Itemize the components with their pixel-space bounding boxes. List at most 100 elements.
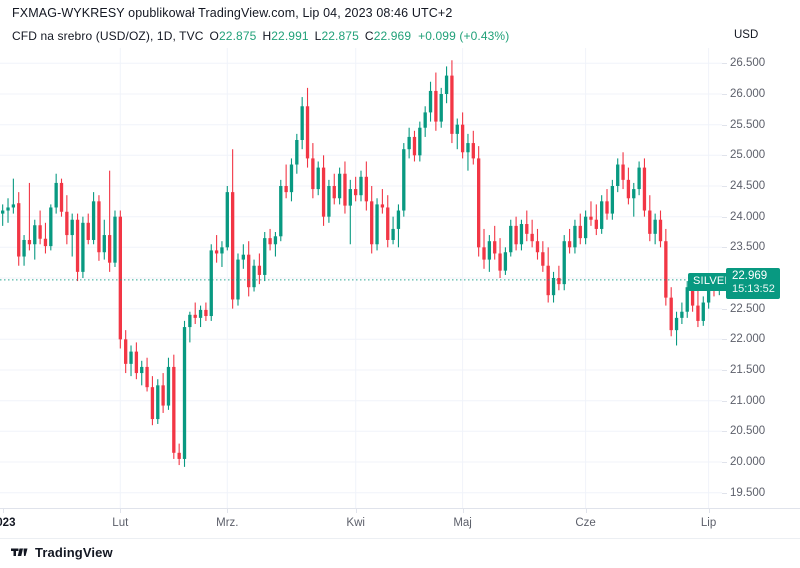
candle-body (594, 219, 598, 229)
candle (642, 158, 647, 217)
candle (396, 204, 401, 248)
candle-body (134, 351, 139, 374)
candle (273, 232, 278, 257)
candle (214, 235, 219, 263)
candle (434, 72, 438, 131)
legend-open-value: 22.875 (219, 29, 257, 43)
candle (589, 201, 593, 226)
tradingview-logo[interactable]: TradingView (11, 545, 113, 560)
price-axis-tick: 20.000 (730, 456, 766, 468)
candle (91, 192, 96, 245)
time-axis[interactable]: 2023 Lut Mrz. Kwi Maj Cze Lip (0, 508, 800, 538)
candle-body (225, 192, 229, 248)
candle (225, 186, 229, 251)
candle-body (407, 136, 411, 150)
candle-body (690, 287, 695, 306)
candle (305, 87, 310, 168)
time-axis-tick: Mrz. (216, 517, 239, 529)
candle-body (514, 225, 518, 245)
attribution-text: FXMAG-WYKRESY opublikował TradingView.co… (12, 6, 453, 20)
candle (65, 195, 69, 245)
current-price-badge: 22.969 15:13:52 (726, 267, 780, 299)
time-axis-tick: Cze (575, 517, 596, 529)
legend-close-value: 22.969 (373, 29, 412, 43)
time-axis-tick-mark (227, 508, 229, 513)
candle (680, 302, 684, 324)
candle-body (589, 216, 593, 220)
legend-symbol: CFD na srebro (USD/OZ), 1D, TVC (12, 29, 204, 43)
time-axis-tick-mark (462, 508, 464, 513)
candle (17, 192, 21, 266)
candle (525, 210, 529, 242)
price-axis-tick-mark (722, 400, 727, 402)
candle-body (674, 317, 679, 331)
time-axis-tick-mark (585, 508, 587, 513)
candle-body (487, 241, 492, 260)
candle-body (311, 158, 315, 190)
candle-body (343, 173, 347, 206)
candle (33, 219, 37, 260)
time-axis-tick-mark (708, 508, 710, 513)
chart-legend: CFD na srebro (USD/OZ), 1D, TVC O22.875 H2… (12, 29, 509, 43)
candle (658, 210, 663, 248)
candle-body (177, 452, 181, 459)
candle (696, 290, 700, 328)
candle-body (477, 158, 481, 248)
candle-body (412, 136, 417, 156)
candle-body (535, 241, 540, 253)
candle-body (439, 94, 443, 122)
candle-body (1, 210, 5, 214)
candle-body (605, 201, 609, 214)
candle (578, 213, 582, 245)
candle (316, 161, 320, 196)
candle-body (140, 366, 144, 374)
price-axis-tick: 22.000 (730, 333, 766, 346)
candle (370, 186, 374, 254)
candle-body (364, 176, 369, 202)
price-axis-tick: 19.500 (730, 486, 766, 499)
candle-body (230, 192, 235, 300)
candle (343, 161, 347, 214)
candle (204, 302, 208, 321)
candle-body (546, 265, 550, 296)
candle-body (471, 143, 475, 159)
candle (284, 164, 288, 199)
candle-body (257, 265, 262, 275)
price-axis-tick: 25.500 (730, 118, 766, 131)
candle-body (642, 167, 647, 211)
candle-body (33, 225, 37, 245)
candle (348, 179, 352, 245)
candle-body (658, 219, 663, 242)
candle-body (236, 259, 240, 300)
candle-body (284, 186, 288, 193)
candle-body (204, 309, 208, 317)
price-axis-tick: 26.500 (730, 57, 766, 70)
candle-body (166, 366, 171, 406)
price-axis-tick: 26.000 (730, 88, 766, 100)
candle-body (54, 182, 58, 208)
time-axis-tick: 2023 (0, 517, 16, 529)
candle-body (391, 228, 395, 240)
candle (674, 311, 679, 346)
price-axis-tick-mark (722, 339, 727, 341)
candle-body (188, 314, 192, 328)
candle (327, 179, 331, 223)
candle (669, 287, 673, 337)
candle (487, 235, 492, 272)
candle (252, 259, 256, 292)
candle (337, 167, 342, 205)
candle-body (375, 204, 379, 245)
candle (172, 354, 176, 459)
candle (546, 247, 550, 303)
candle-body (530, 233, 534, 242)
candlestick-plot-area[interactable] (0, 48, 722, 508)
time-axis-tick: Lip (700, 517, 717, 529)
price-axis-tick: 21.000 (730, 394, 766, 407)
candle-body (444, 75, 449, 94)
candle (509, 219, 513, 257)
symbol-price-tag: SILVER (688, 272, 738, 291)
candle-body (583, 216, 588, 239)
candle-body (498, 253, 502, 271)
candle-body (113, 216, 117, 263)
